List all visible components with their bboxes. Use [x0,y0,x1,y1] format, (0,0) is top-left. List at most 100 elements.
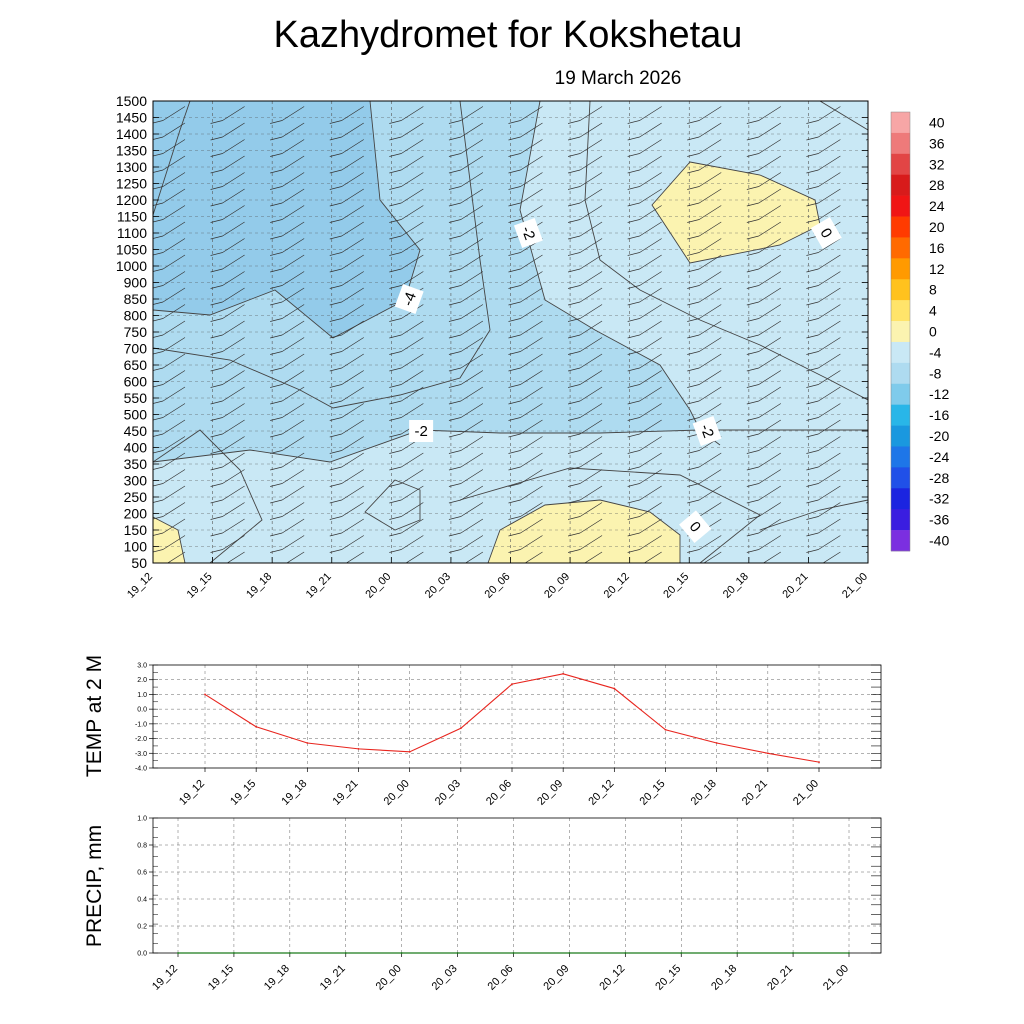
wind-barb-19_18-750 [270,320,305,339]
wind-barb-20_18-550 [746,386,782,405]
wind-barb-20_09-900 [567,271,603,289]
wind-barb-20_00-750 [389,320,424,339]
precipitation-y-tick-label-3: 0.4 [137,897,147,904]
wind-barb-19_21-1450 [329,106,364,124]
wind-barb-20_09-1350 [567,139,603,157]
wind-barb-20_15-1050 [687,238,722,256]
colorbar-label-16: -24 [929,449,949,465]
wind-barb-20_15-900 [687,271,722,289]
precipitation-frame [152,817,882,954]
temperature-x-tick-label-19_18: 19_18 [279,778,309,808]
wind-barb-20_18-1150 [746,205,782,223]
wind-barb-20_12-650 [627,353,662,372]
y-tick-label-800: 800 [124,308,148,324]
wind-barb-19_21-1300 [329,155,364,174]
wind-barb-20_09-750 [567,320,603,339]
y-tick-label-750: 750 [124,324,148,340]
wind-barb-19_15-1150 [210,205,245,223]
wind-barb-20_21-350 [806,452,841,471]
wind-barb-20_03-1400 [448,122,484,141]
temperature-y-tick-label-6: -3.0 [135,751,147,758]
wind-barb-19_18-1350 [270,139,305,157]
wind-barb-19_12-1300 [153,155,186,173]
temperature-point-19_15 [255,725,258,728]
precipitation-point-21_00 [848,952,850,954]
wind-barb-19_15-100 [210,535,245,553]
wind-barb-19_12-900 [153,271,186,289]
y-tick-label-900: 900 [124,275,148,291]
wind-barb-20_03-200 [448,502,484,520]
wind-barb-19_18-150 [270,518,305,537]
wind-barb-20_15-600 [687,370,722,388]
temperature-x-tick-label-19_12: 19_12 [177,778,207,808]
temperature-axis-ticks: 3.0 2.0 1.0 0.0 -1.0 -2.0 -3.0 -4.0 19_12 19_15 19… [135,663,881,808]
wind-barb-19_21-1150 [329,205,364,223]
wind-barb-20_21-1000 [806,254,841,273]
wind-barb-20_18-400 [746,436,782,454]
temperature-ylabel: TEMP at 2 M [83,655,106,777]
temperature-x-tick-label-20_18: 20_18 [689,778,719,808]
colorbar-swatch-8 [891,279,910,301]
wind-barb-20_09-1450 [567,106,603,124]
wind-barb-19_12-1450 [153,106,186,124]
y-tick-label-500: 500 [124,407,148,423]
wind-barb-20_06-1350 [508,139,543,157]
wind-barb-19_21-1000 [329,254,364,273]
wind-barb-20_12-1150 [627,205,662,223]
wind-barb-20_12-1300 [627,155,662,174]
colorbar-label-5: 20 [929,219,945,235]
wind-barb-19_15-300 [210,469,245,487]
wind-barb-20_21-1450 [806,106,841,124]
wind-barb-19_21-50 [345,551,364,563]
wind-barb-20_09-200 [567,502,603,520]
wind-barb-20_21-300 [806,469,841,487]
wind-barb-20_18-1400 [746,122,782,141]
wind-barb-20_12-550 [627,386,662,405]
precipitation-panel: PRECIP, mm 1.00.80.60.40.20.019_12 19_15 1… [83,816,882,993]
wind-barb-19_15-800 [210,304,245,322]
wind-barb-19_12-800 [153,304,186,322]
wind-barb-19_18-800 [270,304,305,322]
wind-barb-20_09-100 [567,535,603,553]
temperature-point-19_12 [204,693,206,696]
temperature-x-tick-label-20_00: 20_00 [382,778,412,808]
wind-barb-20_06-500 [508,403,543,421]
wind-barb-19_12-500 [153,403,186,421]
wind-barb-20_06-1150 [508,205,543,223]
wind-barb-19_15-450 [210,419,245,438]
wind-barb-20_03-1250 [448,172,484,190]
wind-barb-20_00-700 [389,337,424,355]
precipitation-point-20_06 [512,952,515,954]
temperature-x-tick-label-19_21: 19_21 [331,778,361,808]
y-tick-label-1450: 1450 [116,110,147,126]
temperature-frame [152,664,882,769]
precipitation-x-tick-label-20_03: 20_03 [430,963,460,993]
contour-label-box-2 [810,217,842,249]
colorbar-swatch-0 [891,112,910,134]
wind-barb-20_12-200 [627,502,662,520]
wind-barb-20_18-1350 [746,139,782,157]
y-tick-label-250: 250 [124,489,148,505]
colorbar-label-19: -36 [929,512,949,528]
wind-barb-20_18-500 [746,403,782,421]
wind-barb-19_12-1100 [153,221,186,239]
wind-barb-20_18-800 [746,304,782,322]
wind-barb-19_21-600 [329,370,364,388]
contour-line-15 [819,101,868,131]
wind-barb-19_15-750 [210,320,245,339]
wind-barb-20_12-600 [627,370,662,388]
wind-barb-20_03-1200 [448,188,484,207]
colorbar-label-13: -12 [929,386,949,402]
y-tick-label-1150: 1150 [117,209,147,225]
wind-barb-20_18-1300 [746,155,782,174]
wind-barb-19_18-900 [270,271,305,289]
temperature-x-tick-label-20_03: 20_03 [433,778,463,808]
wind-barb-20_18-200 [746,502,782,520]
wind-barb-19_21-900 [329,271,364,289]
wind-barb-20_09-400 [567,436,603,454]
chart-subtitle: 19 March 2026 [555,68,682,89]
wind-barb-19_15-1250 [210,172,245,190]
precipitation-point-19_15 [233,952,235,954]
wind-barb-20_00-600 [389,370,424,388]
wind-barb-20_21-500 [806,403,841,421]
